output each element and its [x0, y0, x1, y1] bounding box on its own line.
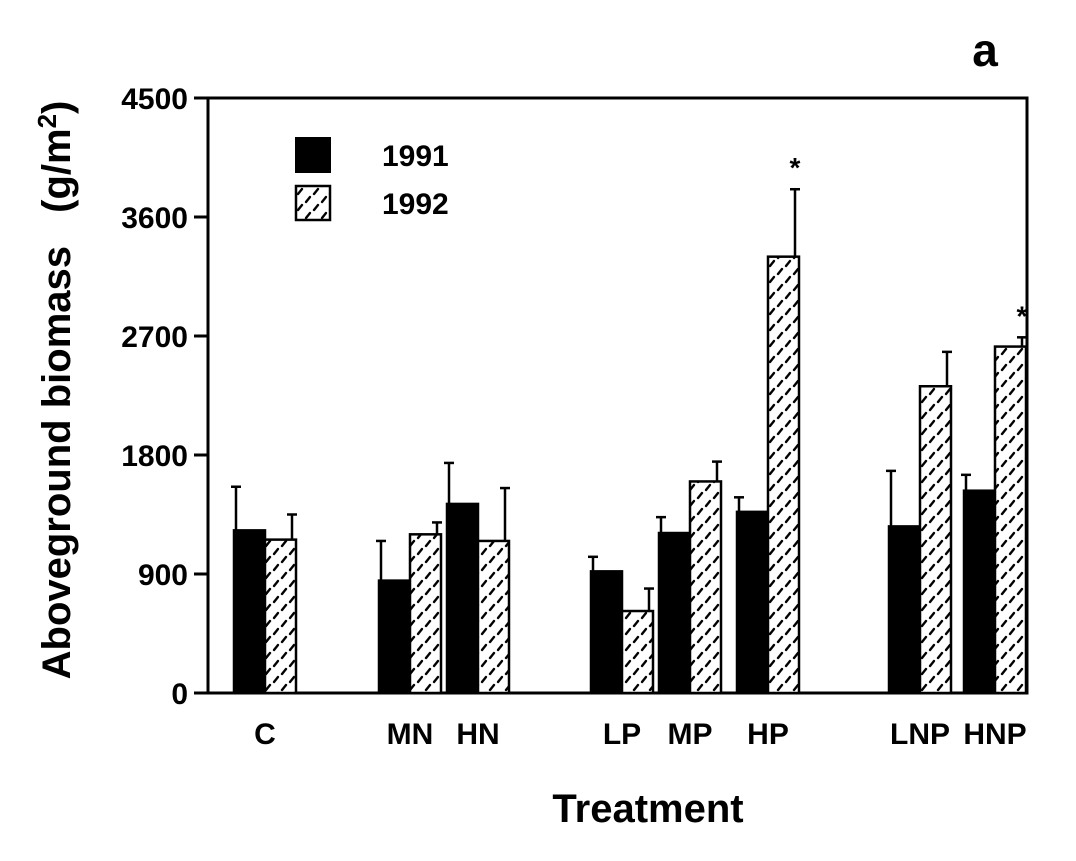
y-tick-label: 900 [138, 559, 188, 592]
category-label-c: C [254, 718, 276, 751]
y-axis-title-main: Aboveground biomass [35, 246, 79, 679]
y-tick-label: 3600 [121, 202, 188, 235]
y-tick-label: 0 [171, 678, 188, 711]
bar-1991-lnp [887, 525, 922, 695]
bar-1992-lnp [918, 384, 953, 695]
category-label-lp: LP [603, 718, 641, 751]
y-axis-title-unit-open: (g/m [35, 128, 79, 212]
category-label-hnp: HNP [963, 718, 1026, 751]
significance-star-hp: * [790, 152, 801, 183]
y-tick-label: 2700 [121, 321, 188, 354]
legend-swatch-1991 [295, 137, 331, 173]
category-label-hp: HP [747, 718, 789, 751]
y-axis-title-unit-sup: 2 [32, 114, 62, 128]
category-label-lnp: LNP [890, 718, 950, 751]
y-tick-label: 1800 [121, 440, 188, 473]
bar-1991-lp [589, 570, 624, 695]
bar-1992-hnp [993, 345, 1028, 695]
bar-1992-mn [408, 533, 443, 695]
bar-1991-hp [735, 510, 770, 695]
legend-swatch-1992 [294, 184, 332, 222]
bar-1991-mn [377, 579, 412, 695]
significance-star-hnp: * [1017, 300, 1028, 331]
bar-1991-hnp [962, 489, 997, 695]
y-axis-title-unit-close: ) [35, 101, 79, 114]
bar-1992-c [263, 538, 298, 695]
category-label-hn: HN [456, 718, 499, 751]
legend: 1991 1992 [294, 137, 449, 222]
bar-1992-hp [766, 255, 801, 695]
y-axis-title: Aboveground biomass (g/m2) [32, 101, 79, 680]
bar-1991-mp [657, 531, 692, 695]
panel-label: a [972, 24, 998, 76]
category-label-mn: MN [387, 718, 434, 751]
bar-1992-mp [688, 480, 723, 695]
bar-1992-hn [476, 539, 511, 695]
x-axis-title: Treatment [552, 787, 743, 831]
category-label-mp: MP [668, 718, 713, 751]
bar-1991-c [232, 529, 267, 695]
y-tick-label: 4500 [121, 83, 188, 116]
legend-label-1991: 1991 [382, 140, 449, 173]
bar-1991-hn [445, 502, 480, 695]
legend-label-1992: 1992 [382, 188, 449, 221]
bar-1992-lp [620, 609, 655, 695]
